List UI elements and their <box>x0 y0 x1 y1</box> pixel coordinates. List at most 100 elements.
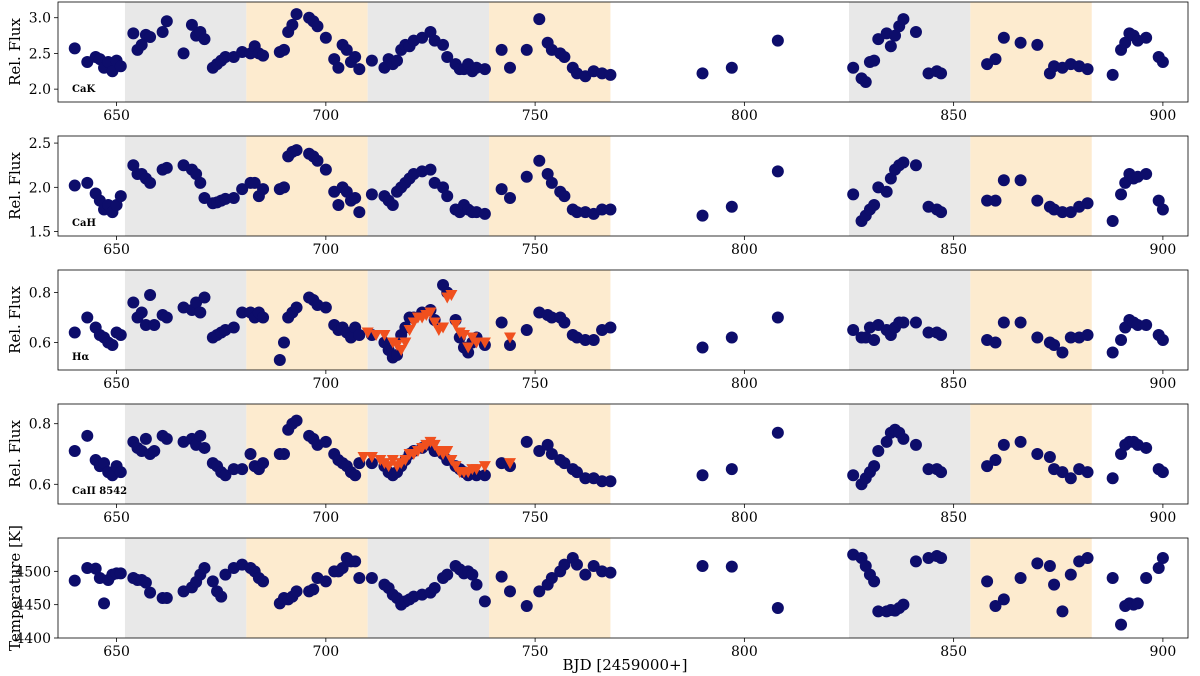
data-point <box>545 448 558 460</box>
data-point <box>981 460 994 473</box>
data-point <box>365 188 378 201</box>
data-point <box>319 435 332 448</box>
x-tick-label: 750 <box>522 644 549 660</box>
data-point <box>1064 568 1077 581</box>
data-point <box>520 324 533 336</box>
data-point <box>139 576 152 589</box>
y-tick-label: 1.5 <box>29 225 51 241</box>
data-point <box>1014 435 1027 448</box>
data-point <box>533 13 546 26</box>
data-point <box>1156 466 1169 479</box>
data-point <box>114 567 127 580</box>
data-point <box>596 203 609 216</box>
data-point <box>1081 552 1094 564</box>
data-point <box>997 316 1010 329</box>
data-point <box>332 61 345 74</box>
data-point <box>533 444 546 457</box>
data-point <box>922 326 935 339</box>
data-point <box>1119 36 1132 49</box>
data-point <box>725 463 738 476</box>
data-point <box>278 43 290 56</box>
x-tick-label: 850 <box>940 242 967 258</box>
data-point <box>725 560 738 573</box>
data-point <box>989 600 1002 612</box>
data-point <box>1064 472 1077 485</box>
data-point <box>1140 441 1153 454</box>
data-point <box>273 354 286 366</box>
data-point <box>466 568 479 581</box>
data-point <box>336 562 349 574</box>
data-point <box>935 329 948 341</box>
data-point-triangle <box>470 337 483 349</box>
data-point <box>604 203 617 216</box>
x-tick-label: 800 <box>731 376 758 392</box>
data-point <box>365 54 378 67</box>
y-tick-label: 3.0 <box>29 11 51 27</box>
data-point <box>144 31 157 43</box>
data-point <box>278 448 290 460</box>
data-point <box>495 316 508 329</box>
data-point <box>1056 605 1069 618</box>
data-point <box>424 163 437 176</box>
data-point <box>319 31 332 44</box>
data-point-triangle <box>470 464 483 476</box>
data-point <box>349 555 362 568</box>
shaded-band-5 <box>849 538 971 638</box>
x-axis-label: BJD [2459000+] <box>563 656 688 674</box>
data-point <box>81 176 94 189</box>
data-point <box>290 8 303 21</box>
data-point-triangle <box>386 455 399 467</box>
data-point <box>349 469 362 482</box>
y-tick-label: 2.0 <box>29 82 51 98</box>
data-point <box>236 183 249 196</box>
data-point <box>541 438 554 451</box>
data-point <box>236 306 249 319</box>
x-tick-label: 800 <box>731 510 758 526</box>
y-tick-label: 2.0 <box>29 180 51 196</box>
data-point <box>1031 331 1044 344</box>
data-point <box>353 206 366 219</box>
data-point <box>1131 597 1144 610</box>
data-point <box>604 321 617 334</box>
panel-1: 650 700 750 800 850 900 2.0 2.5 3.0 Rel. Flux CaK <box>6 1 1189 124</box>
y-tick-label: 0.6 <box>29 336 51 352</box>
x-tick-label: 750 <box>522 376 549 392</box>
y-tick-label: 0.8 <box>29 417 51 433</box>
data-point <box>1106 68 1119 81</box>
data-point-triangle <box>395 345 408 356</box>
x-tick-label: 900 <box>1150 108 1177 124</box>
data-point <box>257 49 270 62</box>
data-point <box>257 575 270 588</box>
data-point <box>587 334 600 346</box>
panel-label: Hα <box>72 352 89 363</box>
data-point <box>771 602 784 614</box>
data-point <box>520 600 533 612</box>
data-point-triangle <box>462 342 475 354</box>
data-point <box>1031 448 1044 460</box>
x-tick-label: 750 <box>522 108 549 124</box>
shaded-band-6 <box>970 538 1092 638</box>
data-point <box>1031 557 1044 570</box>
data-point <box>257 311 270 324</box>
data-point <box>558 316 571 329</box>
data-point <box>989 53 1002 66</box>
x-tick-label: 650 <box>103 510 130 526</box>
data-point <box>696 469 709 482</box>
data-point <box>520 170 533 183</box>
data-point <box>771 311 784 324</box>
data-point <box>1140 572 1153 584</box>
data-point-triangle <box>504 458 516 470</box>
data-point <box>868 334 881 346</box>
data-point <box>81 429 94 442</box>
y-tick-label: 4450 <box>15 598 51 614</box>
data-point <box>533 154 546 167</box>
data-point <box>935 206 948 219</box>
data-point <box>227 191 240 204</box>
data-point <box>847 324 860 336</box>
x-tick-label: 900 <box>1150 510 1177 526</box>
data-point <box>859 76 872 88</box>
panel-3: 650 700 750 800 850 900 0.6 0.8 Rel. Flux Hα <box>6 269 1189 392</box>
y-axis-label: Rel. Flux <box>6 152 24 220</box>
data-point <box>478 595 491 608</box>
